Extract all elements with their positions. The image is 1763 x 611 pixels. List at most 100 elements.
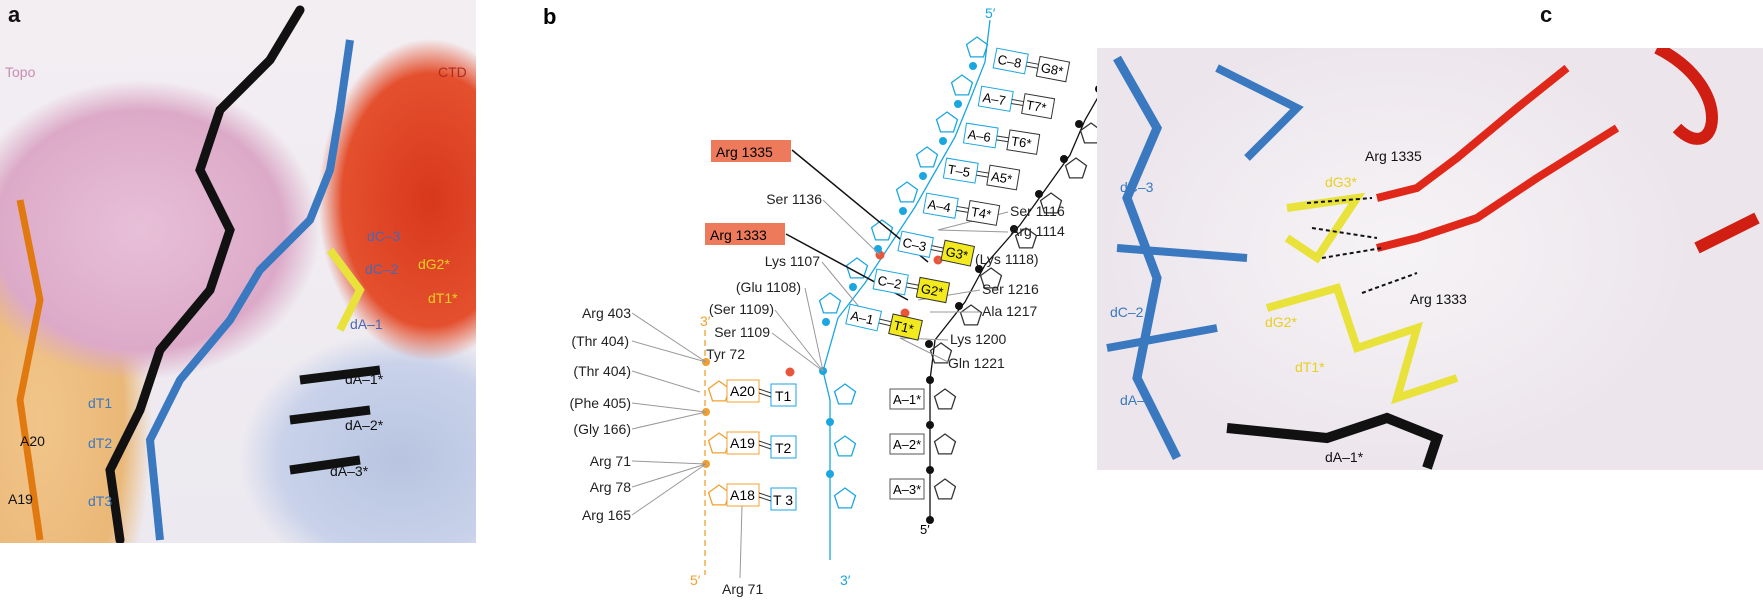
label-dA-1-star: dA–1* — [1325, 449, 1364, 465]
panel-letter-a: a — [8, 2, 21, 27]
residue: Arg 165 — [582, 507, 631, 523]
sugar-ring — [935, 111, 959, 133]
residue: Arg 1114 — [1010, 223, 1065, 239]
phosphate-cyan — [822, 318, 830, 326]
sugar-ring — [707, 484, 731, 506]
cyan-three-prime: 3′ — [840, 572, 851, 588]
label-dA-1: dA–1 — [350, 316, 383, 332]
residue: (Lys 1118) — [975, 251, 1039, 267]
sugar-ring — [707, 380, 731, 402]
lower-duplex: A20 T1 A19 T2 A18 T 3 3′ 5′ 3′ 5′ 3′ — [690, 5, 1126, 588]
base-pair: A–1 T1* — [845, 303, 923, 341]
panel-c-structure: Arg 1335 dG3* dC–3 Arg 1333 dC–2 dG2* dT… — [1097, 48, 1763, 470]
label-A19: A19 — [8, 491, 33, 507]
label-dC-3: dC–3 — [1120, 179, 1154, 195]
base-cyan: A–6 — [967, 127, 992, 145]
sugar-ring — [1064, 157, 1088, 179]
label-dC-3: dC–3 — [367, 228, 401, 244]
residue: Tyr 72 — [706, 346, 745, 362]
contact-residue-dot — [785, 367, 795, 377]
residue: (Phe 405) — [570, 395, 631, 411]
contact-residue-dot — [900, 308, 910, 318]
base-pair: C–3 G3* — [897, 230, 976, 267]
base-T1: T1 — [775, 388, 792, 404]
cyan-five-prime: 5′ — [985, 5, 996, 21]
sugar-ring — [895, 181, 919, 203]
base-pair: A–7 T7* — [977, 85, 1056, 120]
base-black: T4* — [970, 204, 992, 222]
panel-a-structure: a Topo CTD dC–3 dG2* dC–2 dT1* dA–1 dA–1… — [0, 0, 476, 543]
residue: (Ser 1109) — [709, 301, 774, 317]
base-A18: A18 — [730, 487, 755, 503]
base-A-3-star: A–3* — [893, 482, 921, 497]
sugar-ring — [870, 219, 894, 241]
panel-c-sticks — [1106, 48, 1760, 470]
base-cyan: C–8 — [996, 52, 1022, 71]
sugar-ring — [1014, 227, 1038, 249]
label-dT3: dT3 — [88, 493, 113, 509]
base-A-1-star: A–1* — [893, 392, 921, 407]
sugar-ring — [833, 435, 857, 457]
phosphate-cyan — [826, 418, 834, 426]
base-pair: C–8 G8* — [992, 47, 1071, 83]
sugar-ring — [845, 257, 869, 279]
phosphate-black — [955, 302, 963, 310]
base-black: G2* — [920, 281, 945, 300]
panel-a-sticks — [16, 5, 381, 543]
base-pair: C–2 G2* — [872, 268, 951, 304]
residue: Arg 403 — [582, 305, 631, 321]
residue: (Gly 166) — [573, 421, 631, 437]
label-arg-1333: Arg 1333 — [1410, 291, 1467, 307]
phosphate-black — [925, 340, 933, 348]
base-cyan: A–1 — [849, 308, 875, 328]
label-dG2-star: dG2* — [418, 256, 450, 272]
residue: Arg 71 — [590, 453, 631, 469]
sugar-ring — [915, 146, 939, 168]
residue: Lys 1107 — [765, 253, 820, 269]
phosphate-black — [1060, 155, 1068, 163]
base-black: T6* — [1010, 133, 1032, 151]
residue: Ser 1109 — [714, 324, 770, 340]
panel-letter-b: b — [543, 4, 556, 29]
sugar-ring — [833, 383, 857, 405]
highlight-box-arg1333 — [705, 223, 785, 245]
residue: Lys 1200 — [950, 331, 1007, 347]
single-five-prime: 5′ — [920, 522, 930, 537]
label-dC-2: dC–2 — [1110, 304, 1144, 320]
residue: Gln 1221 — [948, 355, 1005, 371]
base-pair: A–4 T4* — [922, 192, 1001, 226]
base-black: T1* — [892, 318, 915, 337]
residue: (Thr 404) — [571, 333, 629, 349]
sugar-ring — [965, 36, 989, 58]
label-dA-1: dA–1 — [1120, 392, 1153, 408]
base-pair: T–5 A5* — [942, 157, 1021, 191]
single-strand: A–1* A–2* A–3* 5′ — [889, 388, 930, 537]
residue: Arg 78 — [590, 479, 631, 495]
phosphate-black — [1075, 120, 1083, 128]
highlight-box-arg1335 — [711, 140, 791, 162]
phosphate-cyan — [919, 172, 927, 180]
sugar-ring — [833, 487, 857, 509]
sugar-ring — [979, 267, 1003, 289]
base-pair: A–6 T6* — [962, 122, 1041, 155]
base-black: A5* — [990, 169, 1013, 187]
residue: Arg 71 — [722, 581, 763, 597]
sugar-ring — [933, 478, 957, 500]
cyan-backbone — [822, 19, 991, 560]
phosphate-black — [926, 516, 934, 524]
phosphate-black — [926, 421, 934, 429]
label-dC-2: dC–2 — [365, 261, 399, 277]
label-dG3-star: dG3* — [1325, 174, 1357, 190]
base-cyan: T–5 — [947, 162, 972, 180]
phosphate-cyan — [899, 207, 907, 215]
sugar-ring — [950, 74, 974, 96]
base-black: G3* — [944, 244, 969, 263]
base-pairs: C–8 G8* A–7 T7* A–6 T6* T–5 A5* A–4 T4* C–3 G3* C–2 G… — [845, 47, 1071, 341]
base-black: T7* — [1025, 97, 1048, 115]
label-dA-2-star: dA–2* — [345, 417, 384, 433]
panel-letter-c: c — [1540, 2, 1553, 27]
label-dT1: dT1 — [88, 395, 113, 411]
label-arg-1335: Arg 1335 — [1365, 148, 1422, 164]
label-topo: Topo — [5, 64, 36, 80]
phosphate-cyan — [954, 100, 962, 108]
